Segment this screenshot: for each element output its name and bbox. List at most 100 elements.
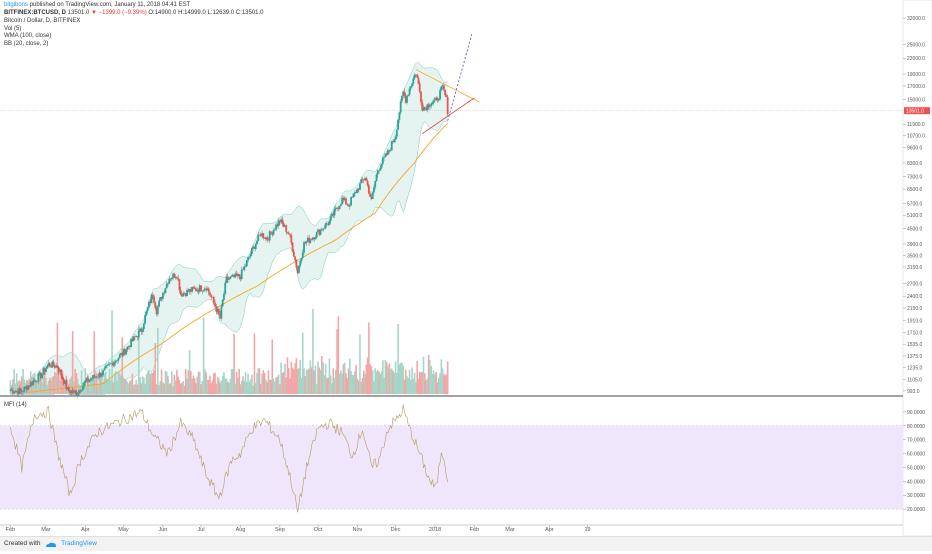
candle-body [245,260,248,267]
candle-body [50,366,52,368]
volume-bar [43,372,46,394]
volume-bar [150,372,153,394]
volume-bar [370,366,373,394]
legend-wma[interactable]: WMA (100, close) [4,33,52,39]
volume-bar [309,360,312,394]
volume-bar [37,378,40,394]
volume-bar [267,370,270,394]
candle-body [224,282,227,294]
volume-bar [223,371,225,394]
candle-body [430,104,433,107]
volume-bar [260,383,262,394]
volume-bar [93,331,96,394]
volume-bar [359,334,361,394]
volume-bar [41,381,43,394]
price-tick-label: 9600.0 [907,145,923,151]
candle-body [322,228,324,231]
candle-body [345,198,347,205]
volume-bar [240,380,243,394]
mfi-tick-label: 40.0000 [907,479,925,485]
volume-bar [301,332,304,394]
candle-body [286,232,289,233]
price-axis [902,0,932,537]
candle-body [367,185,370,194]
candle-body [375,174,378,182]
tradingview-brand[interactable]: TradingView [61,540,97,547]
volume-bar [33,372,36,394]
legend-volume[interactable]: Vol (5) [4,25,22,32]
volume-bar [314,365,317,394]
price-tick-label: 4500.0 [907,227,923,233]
volume-bar [303,368,305,394]
candle-body [434,97,436,101]
candle-body [205,288,208,291]
volume-bar [233,333,235,394]
candle-body [37,373,40,382]
candle-body [243,266,246,271]
candle-body [15,390,18,392]
time-tick-label: Oct [314,527,323,533]
candle-body [18,388,21,395]
candle-body [361,179,364,180]
candle-body [289,234,291,236]
trendline-upper-resistance [415,69,480,103]
candle-body [38,372,41,374]
volume-bar [202,317,205,394]
candle-body [352,193,355,198]
candle-body [154,302,157,308]
volume-bar [165,371,168,394]
candle-body [341,197,344,205]
volume-bar [331,383,333,394]
candle-body [87,377,89,382]
candle-body [272,230,275,235]
volume-bar [348,358,351,394]
volume-bar [435,372,438,394]
volume-bar [169,383,172,394]
legend-bb[interactable]: BB (20, close, 2) [4,40,49,47]
volume-bar [300,377,303,394]
candle-body [71,390,74,393]
publisher-username[interactable]: bitgibons [4,2,29,8]
volume-bar [111,310,113,394]
candle-body [162,292,164,299]
volume-bar [246,381,248,394]
volume-bar [444,375,446,394]
candle-body [73,390,75,393]
candle-body [172,273,174,279]
last-price-label: 13501.0 [906,109,924,115]
candle-body [244,266,247,267]
candle-body [212,297,215,303]
candle-body [435,97,438,99]
candle-body [326,223,328,225]
candle-body [209,292,211,296]
volume-bar [366,357,369,394]
price-tick-label: 22000.0 [907,56,925,62]
legend-series[interactable]: Bitcoin / Dollar, D, BITFINEX [4,18,81,24]
volume-bar [393,372,396,394]
price-tick-label: 17000.0 [907,84,925,90]
volume-bar [118,372,121,394]
candle-body [390,141,393,151]
candle-body [421,102,424,111]
candle-body [89,379,92,381]
candle-body [201,290,204,292]
volume-bar [403,379,406,394]
volume-bar [237,377,239,394]
volume-bar [404,369,407,394]
volume-bar [355,365,357,394]
candle-body [378,170,380,171]
open-value: O:14900.0 [148,9,177,16]
candle-body [348,205,351,207]
published-text: published on TradingView.com, January 11… [29,2,191,8]
candle-body [313,237,316,240]
candle-body [210,295,213,297]
candle-body [240,269,243,280]
candle-body [27,385,30,390]
volume-bar [417,378,420,394]
candle-body [300,258,303,262]
candle-body [374,181,377,188]
candle-body [298,265,300,273]
candle-body [403,91,406,96]
volume-bar [315,383,318,394]
